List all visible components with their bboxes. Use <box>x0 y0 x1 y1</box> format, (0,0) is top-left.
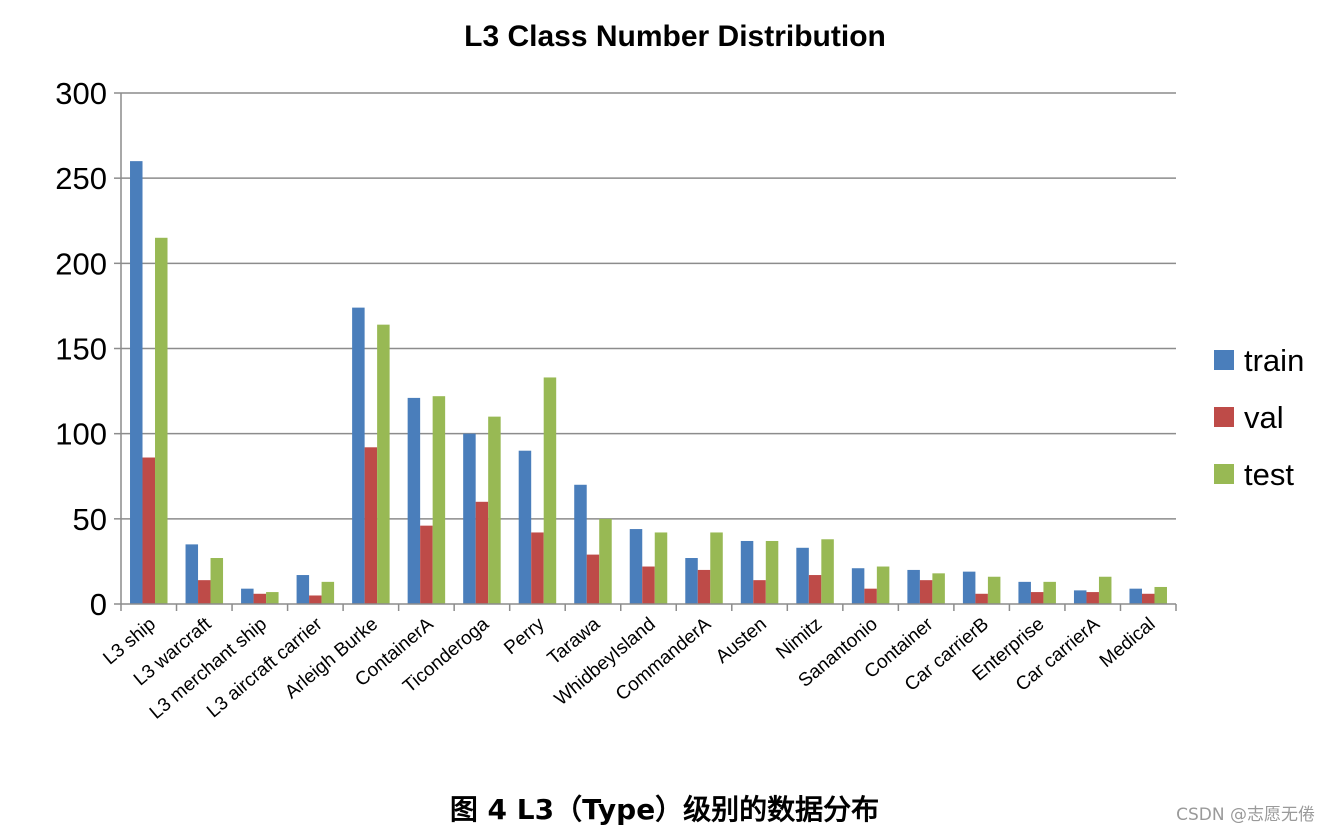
bar-train <box>1018 581 1031 604</box>
bar-test <box>266 592 279 604</box>
bar-val <box>586 554 600 604</box>
bar-val <box>253 593 267 604</box>
bar-train <box>1073 590 1087 604</box>
bar-test <box>599 518 612 604</box>
bar-test <box>654 532 668 604</box>
axes <box>120 93 1177 611</box>
y-tick-label: 0 <box>90 587 107 622</box>
bar-test <box>488 416 501 604</box>
bar-test <box>1154 586 1167 604</box>
x-tick-label: CommanderA <box>612 614 716 706</box>
bar-val <box>975 593 988 604</box>
bar-train <box>574 484 587 604</box>
bars <box>130 161 1167 605</box>
bar-test <box>432 396 446 604</box>
y-axis-ticks: 0 50 100 150 200 250 300 <box>55 76 121 622</box>
bar-train <box>352 307 365 604</box>
y-tick-label: 200 <box>55 246 107 281</box>
bar-train <box>241 588 254 604</box>
bar-val <box>753 580 766 604</box>
bar-train <box>851 568 865 604</box>
y-tick-label: 50 <box>73 502 107 537</box>
y-tick-label: 250 <box>55 161 107 196</box>
bar-val <box>1141 593 1155 604</box>
bar-test <box>321 581 335 604</box>
legend: train val test <box>1214 343 1304 492</box>
bar-train <box>130 161 143 604</box>
legend-label-train: train <box>1244 343 1304 378</box>
bar-val <box>475 501 489 604</box>
bar-train <box>685 558 698 604</box>
bar-train <box>463 433 476 604</box>
series-val <box>142 447 1155 604</box>
bar-test <box>932 573 945 604</box>
y-tick-label: 100 <box>55 417 107 452</box>
x-tick-label: Perry <box>500 613 549 659</box>
bar-val <box>808 575 822 604</box>
bar-val <box>1030 592 1044 604</box>
bar-train <box>796 547 809 604</box>
series-test <box>155 237 1167 605</box>
bar-val <box>364 447 378 604</box>
bar-val <box>697 569 711 604</box>
bar-test <box>377 324 390 604</box>
bar-train <box>1129 588 1142 604</box>
bar-test <box>155 237 168 605</box>
bar-train <box>407 397 421 604</box>
bar-val <box>1086 592 1099 604</box>
bar-val <box>531 532 544 604</box>
chart-title: L3 Class Number Distribution <box>464 20 886 53</box>
gridlines <box>121 92 1176 520</box>
bar-train <box>296 575 310 604</box>
watermark: CSDN @志愿无倦 <box>1176 805 1315 825</box>
bar-train <box>962 571 976 604</box>
bar-val <box>919 580 933 604</box>
bar-test <box>1043 581 1056 604</box>
bar-test <box>210 558 224 604</box>
bar-test <box>876 566 890 604</box>
legend-label-test: test <box>1244 457 1294 492</box>
legend-swatch-train <box>1214 350 1234 370</box>
bar-val <box>309 595 322 604</box>
x-tick-label: Austen <box>712 614 771 668</box>
bar-val <box>642 566 655 604</box>
bar-val <box>142 457 156 604</box>
bar-train <box>185 544 199 604</box>
bar-val <box>420 525 433 604</box>
bar-train <box>629 529 643 604</box>
x-tick-label: Medical <box>1096 614 1160 672</box>
series-train <box>130 161 1142 604</box>
bar-test <box>543 377 557 604</box>
bar-val <box>198 580 211 604</box>
bar-test <box>1098 576 1112 604</box>
legend-swatch-test <box>1214 464 1234 484</box>
bar-test <box>987 576 1001 604</box>
y-tick-label: 300 <box>55 76 107 111</box>
y-tick-label: 150 <box>55 332 107 367</box>
legend-swatch-val <box>1214 407 1234 427</box>
bar-val <box>864 588 877 604</box>
bar-test <box>710 532 723 604</box>
bar-train <box>740 540 754 604</box>
bar-train <box>907 569 920 604</box>
bar-train <box>518 450 532 604</box>
legend-label-val: val <box>1244 400 1284 435</box>
figure-caption: 图 4 L3（Type）级别的数据分布 <box>449 793 880 826</box>
bar-test <box>765 540 779 604</box>
bar-test <box>821 539 834 604</box>
